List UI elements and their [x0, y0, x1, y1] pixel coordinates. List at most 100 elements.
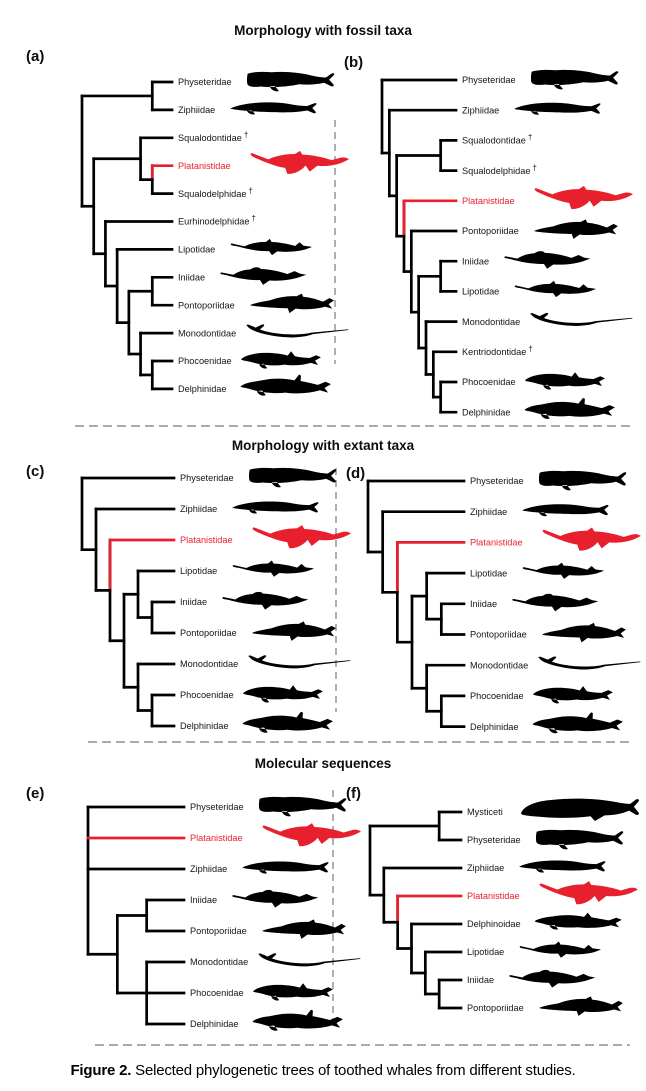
taxon-label: Phocoenidae — [178, 356, 232, 366]
taxon-label: Iniidae — [190, 895, 217, 905]
lipotid-silhouette-icon — [519, 941, 601, 958]
taxon-label: Phocoenidae — [462, 377, 516, 387]
monodontid-silhouette-icon — [246, 324, 349, 338]
caption-text: Selected phylogenetic trees of toothed w… — [131, 1062, 576, 1079]
panel-b: Physeteridae Ziphiidae Squalodontidae † Squa… — [380, 69, 633, 419]
taxon-label: Ziphiidae — [470, 507, 507, 517]
delphinid-silhouette-icon — [252, 1009, 343, 1031]
iniid-silhouette-icon — [222, 591, 309, 610]
monodontid-silhouette-icon — [258, 953, 361, 967]
delphinid-silhouette-icon — [532, 712, 623, 734]
taxon-label: Kentriodontidae † — [462, 345, 533, 358]
phocoenid-silhouette-icon — [533, 686, 613, 704]
lipotid-silhouette-icon — [522, 562, 604, 579]
panel-label-c: (c) — [26, 463, 45, 480]
taxon-label: Phocoenidae — [470, 691, 524, 701]
panel-e: Physeteridae Platanistidae Ziphiidae Iniida… — [86, 796, 361, 1031]
sperm-whale-silhouette-icon — [246, 71, 335, 92]
taxon-label: Mysticeti — [467, 807, 503, 817]
sperm-whale-silhouette-icon — [248, 467, 337, 488]
taxon-label: Platanistidae — [462, 196, 515, 206]
taxon-label: Pontoporiidae — [190, 926, 247, 936]
sperm-whale-silhouette-icon — [535, 829, 624, 850]
taxon-label: Iniidae — [467, 975, 494, 985]
taxon-label: Delphinidae — [462, 407, 511, 417]
taxon-label: Squalodontidae † — [178, 131, 248, 144]
pontoporiid-silhouette-icon — [252, 621, 336, 641]
beaked-whale-silhouette-icon — [522, 504, 609, 517]
taxon-label: Lipotidae — [467, 947, 504, 957]
platanistid-silhouette-icon — [542, 527, 641, 551]
phocoenid-silhouette-icon — [241, 351, 321, 369]
taxon-label: Monodontidae — [180, 659, 238, 669]
pontoporiid-silhouette-icon — [250, 293, 334, 314]
pontoporiid-silhouette-icon — [534, 219, 618, 239]
taxon-label: Ziphiidae — [180, 504, 217, 514]
platanistid-silhouette-icon — [539, 881, 638, 905]
panel-label-e: (e) — [26, 785, 45, 802]
pontoporiid-silhouette-icon — [262, 919, 346, 939]
pontoporiid-silhouette-icon — [542, 622, 626, 643]
taxon-label: Monodontidae — [190, 957, 248, 967]
platanistid-silhouette-icon — [534, 185, 633, 210]
platanistid-silhouette-icon — [252, 525, 351, 549]
iniid-silhouette-icon — [509, 969, 596, 988]
taxon-label: Pontoporiidae — [467, 1003, 524, 1013]
delphinid-silhouette-icon — [524, 398, 615, 419]
panel-a: Physeteridae Ziphiidae Squalodontidae † Plat… — [80, 71, 349, 396]
monodontid-silhouette-icon — [538, 656, 641, 670]
taxon-label: Delphinoidae — [467, 919, 521, 929]
lipotid-silhouette-icon — [232, 560, 314, 577]
taxon-label: Squalodelphidae † — [178, 186, 253, 199]
lipotid-silhouette-icon — [514, 280, 596, 298]
beaked-whale-silhouette-icon — [230, 102, 317, 115]
taxon-label: Platanistidae — [470, 538, 523, 548]
phocoenid-silhouette-icon — [253, 983, 333, 1001]
taxon-label: Delphinidae — [190, 1019, 239, 1029]
taxon-label: Iniidae — [470, 599, 497, 609]
taxon-label: Phocoenidae — [190, 988, 244, 998]
delphinid-silhouette-icon — [240, 374, 331, 396]
phocoenid-silhouette-icon — [525, 372, 605, 390]
taxon-label: Phocoenidae — [180, 690, 234, 700]
platanistid-silhouette-icon — [262, 823, 361, 847]
panel-label-f: (f) — [346, 785, 361, 802]
taxon-label: Platanistidae — [180, 535, 233, 545]
phocoenid-silhouette-icon — [243, 685, 323, 703]
caption-figure-number: Figure 2. — [70, 1062, 132, 1079]
taxon-label: Physeteridae — [470, 476, 524, 486]
taxon-label: Lipotidae — [470, 568, 507, 578]
taxon-label: Pontoporiidae — [462, 226, 519, 236]
taxon-label: Ziphiidae — [190, 864, 227, 874]
taxon-label: Iniidae — [178, 273, 205, 283]
beaked-whale-silhouette-icon — [242, 861, 329, 874]
sperm-whale-silhouette-icon — [258, 796, 347, 817]
beaked-whale-silhouette-icon — [514, 102, 601, 115]
taxon-label: Ziphiidae — [462, 105, 499, 115]
taxon-label: Delphinidae — [180, 721, 229, 731]
panel-label-a: (a) — [26, 48, 45, 65]
taxon-label: Physeteridae — [190, 802, 244, 812]
taxon-label: Lipotidae — [178, 245, 215, 255]
iniid-silhouette-icon — [504, 251, 591, 269]
taxon-label: Iniidae — [462, 256, 489, 266]
taxon-label: Pontoporiidae — [178, 300, 235, 310]
section-title-morphology-extant: Morphology with extant taxa — [231, 438, 415, 453]
taxon-label: Ziphiidae — [178, 105, 215, 115]
taxon-label: Physeteridae — [178, 77, 232, 87]
panel-label-b: (b) — [344, 54, 364, 71]
iniid-silhouette-icon — [232, 889, 319, 908]
panel-f: Mysticeti Physeteridae Ziphiidae Platanisti… — [368, 798, 639, 1016]
taxon-label: Platanistidae — [190, 833, 243, 843]
taxon-label: Delphinidae — [470, 722, 519, 732]
taxon-label: Lipotidae — [462, 287, 499, 297]
iniid-silhouette-icon — [220, 267, 307, 285]
platanistid-silhouette-icon — [250, 150, 349, 174]
taxon-label: Iniidae — [180, 597, 207, 607]
monodontid-silhouette-icon — [248, 655, 351, 669]
panel-c: Physeteridae Ziphiidae Platanistidae Lipoti… — [80, 467, 351, 733]
beaked-whale-silhouette-icon — [519, 860, 606, 873]
taxon-label: Lipotidae — [180, 566, 217, 576]
taxon-label: Ziphiidae — [467, 863, 504, 873]
